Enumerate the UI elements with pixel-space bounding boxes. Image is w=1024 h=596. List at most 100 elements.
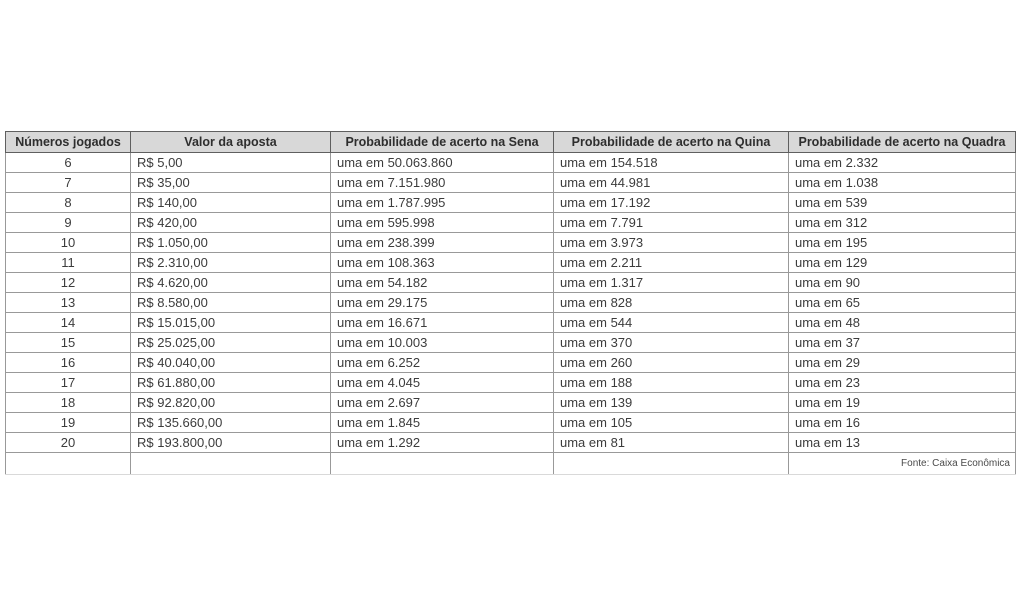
table-row: 10 R$ 1.050,00 uma em 238.399 uma em 3.973 u… [5, 232, 1016, 253]
table-cell: 13 [5, 292, 131, 313]
table-row: 6 R$ 5,00 uma em 50.063.860 uma em 154.518 u… [5, 152, 1016, 173]
table-cell: uma em 188 [553, 372, 789, 393]
header-prob-quadra: Probabilidade de acerto na Quadra [788, 131, 1016, 153]
table-cell: uma em 1.038 [788, 172, 1016, 193]
table-row: 13 R$ 8.580,00 uma em 29.175 uma em 828 uma … [5, 292, 1016, 313]
table-header: Números jogados Valor da aposta Probabil… [5, 131, 1016, 153]
header-row: Números jogados Valor da aposta Probabil… [5, 131, 1016, 153]
table-cell: uma em 19 [788, 392, 1016, 413]
table-cell: 14 [5, 312, 131, 333]
table-cell: 15 [5, 332, 131, 353]
table-cell: uma em 7.791 [553, 212, 789, 233]
table-cell: uma em 37 [788, 332, 1016, 353]
table-cell: uma em 3.973 [553, 232, 789, 253]
table-cell: uma em 2.211 [553, 252, 789, 273]
table-cell: uma em 4.045 [330, 372, 554, 393]
table-cell: uma em 54.182 [330, 272, 554, 293]
table-cell: 18 [5, 392, 131, 413]
source-label: Fonte: Caixa Econômica [788, 452, 1016, 475]
table-footer: Fonte: Caixa Econômica [5, 452, 1016, 475]
table-cell: R$ 40.040,00 [130, 352, 331, 373]
table-cell: R$ 1.050,00 [130, 232, 331, 253]
table-row: 14 R$ 15.015,00 uma em 16.671 uma em 544 uma… [5, 312, 1016, 333]
table-cell: uma em 1.845 [330, 412, 554, 433]
table-body: 6 R$ 5,00 uma em 50.063.860 uma em 154.518 u… [5, 152, 1016, 453]
table-cell: 16 [5, 352, 131, 373]
header-numeros-jogados: Números jogados [5, 131, 131, 153]
footer-cell-empty [553, 452, 789, 475]
table-cell: uma em 312 [788, 212, 1016, 233]
table-cell: uma em 2.697 [330, 392, 554, 413]
table-cell: uma em 828 [553, 292, 789, 313]
table-row: 8 R$ 140,00 uma em 1.787.995 uma em 17.192 u… [5, 192, 1016, 213]
table-cell: uma em 595.998 [330, 212, 554, 233]
table-cell: uma em 129 [788, 252, 1016, 273]
table-cell: 19 [5, 412, 131, 433]
table-cell: R$ 135.660,00 [130, 412, 331, 433]
table-cell: uma em 90 [788, 272, 1016, 293]
table-cell: uma em 544 [553, 312, 789, 333]
table-cell: R$ 35,00 [130, 172, 331, 193]
table-cell: uma em 13 [788, 432, 1016, 453]
table-cell: uma em 1.317 [553, 272, 789, 293]
table-cell: uma em 16 [788, 412, 1016, 433]
table-row: 12 R$ 4.620,00 uma em 54.182 uma em 1.317 um… [5, 272, 1016, 293]
probability-table-container: Números jogados Valor da aposta Probabil… [5, 131, 1016, 475]
table-cell: R$ 8.580,00 [130, 292, 331, 313]
table-row: 11 R$ 2.310,00 uma em 108.363 uma em 2.211 u… [5, 252, 1016, 273]
table-cell: uma em 7.151.980 [330, 172, 554, 193]
table-row: 18 R$ 92.820,00 uma em 2.697 uma em 139 uma … [5, 392, 1016, 413]
table-cell: 17 [5, 372, 131, 393]
table-cell: 20 [5, 432, 131, 453]
header-valor-da-aposta: Valor da aposta [130, 131, 331, 153]
table-cell: 6 [5, 152, 131, 173]
table-cell: uma em 1.292 [330, 432, 554, 453]
table-cell: uma em 50.063.860 [330, 152, 554, 173]
table-cell: R$ 2.310,00 [130, 252, 331, 273]
table-row: 7 R$ 35,00 uma em 7.151.980 uma em 44.981 um… [5, 172, 1016, 193]
table-cell: R$ 15.015,00 [130, 312, 331, 333]
table-cell: uma em 539 [788, 192, 1016, 213]
probability-table: Números jogados Valor da aposta Probabil… [5, 131, 1016, 475]
footer-cell-empty [5, 452, 131, 475]
table-cell: uma em 48 [788, 312, 1016, 333]
table-cell: 10 [5, 232, 131, 253]
table-cell: uma em 29.175 [330, 292, 554, 313]
table-cell: uma em 6.252 [330, 352, 554, 373]
table-cell: uma em 195 [788, 232, 1016, 253]
table-cell: uma em 16.671 [330, 312, 554, 333]
header-prob-quina: Probabilidade de acerto na Quina [553, 131, 789, 153]
table-cell: 7 [5, 172, 131, 193]
table-cell: uma em 10.003 [330, 332, 554, 353]
table-cell: uma em 370 [553, 332, 789, 353]
header-prob-sena: Probabilidade de acerto na Sena [330, 131, 554, 153]
table-cell: R$ 4.620,00 [130, 272, 331, 293]
table-cell: uma em 17.192 [553, 192, 789, 213]
table-row: 20 R$ 193.800,00 uma em 1.292 uma em 81 uma … [5, 432, 1016, 453]
table-cell: R$ 193.800,00 [130, 432, 331, 453]
table-cell: uma em 23 [788, 372, 1016, 393]
table-cell: uma em 2.332 [788, 152, 1016, 173]
table-cell: 9 [5, 212, 131, 233]
footer-cell-empty [130, 452, 331, 475]
table-cell: uma em 44.981 [553, 172, 789, 193]
footer-row: Fonte: Caixa Econômica [5, 452, 1016, 475]
footer-cell-empty [330, 452, 554, 475]
table-cell: uma em 105 [553, 412, 789, 433]
table-cell: uma em 139 [553, 392, 789, 413]
table-cell: R$ 61.880,00 [130, 372, 331, 393]
table-cell: 11 [5, 252, 131, 273]
table-cell: 12 [5, 272, 131, 293]
table-cell: 8 [5, 192, 131, 213]
table-row: 17 R$ 61.880,00 uma em 4.045 uma em 188 uma … [5, 372, 1016, 393]
table-cell: R$ 420,00 [130, 212, 331, 233]
table-cell: R$ 140,00 [130, 192, 331, 213]
table-cell: uma em 81 [553, 432, 789, 453]
table-cell: uma em 108.363 [330, 252, 554, 273]
table-cell: uma em 238.399 [330, 232, 554, 253]
table-cell: R$ 92.820,00 [130, 392, 331, 413]
table-row: 19 R$ 135.660,00 uma em 1.845 uma em 105 uma… [5, 412, 1016, 433]
table-cell: R$ 5,00 [130, 152, 331, 173]
table-row: 9 R$ 420,00 uma em 595.998 uma em 7.791 uma … [5, 212, 1016, 233]
table-cell: uma em 65 [788, 292, 1016, 313]
